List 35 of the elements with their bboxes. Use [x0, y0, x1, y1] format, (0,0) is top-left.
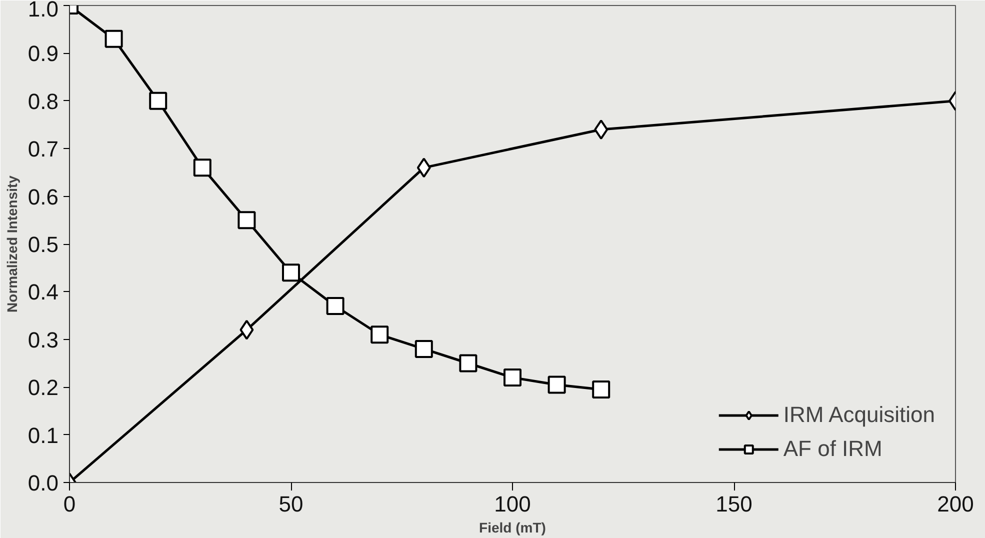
y-tick-label: 0.0 — [28, 470, 59, 496]
y-tick-label: 0.9 — [28, 41, 59, 66]
point — [104, 30, 123, 48]
point — [459, 354, 478, 372]
legend-label: IRM Acquisition — [783, 402, 935, 428]
y-axis-title: Normalized Intensity — [4, 175, 20, 312]
y-tick-label: 1.0 — [28, 0, 59, 22]
point — [282, 264, 300, 282]
y-tick-label: 0.7 — [28, 136, 59, 162]
point — [504, 368, 522, 387]
y-tick-label: 0.2 — [28, 375, 59, 400]
x-tick-label: 100 — [494, 492, 531, 516]
point — [240, 320, 254, 340]
y-tick-label: 0.6 — [28, 184, 59, 210]
point — [548, 376, 566, 394]
point — [370, 326, 389, 344]
y-tick-label: 0.5 — [28, 232, 59, 257]
x-tick-label: 50 — [278, 492, 304, 516]
x-tick-label: 150 — [716, 492, 752, 516]
x-tick-label: 0 — [63, 492, 76, 516]
y-tick-label: 0.3 — [28, 327, 59, 352]
point — [414, 340, 433, 358]
y-tick-label: 0.8 — [28, 88, 59, 114]
point — [594, 120, 608, 140]
legend-label: AF of IRM — [783, 436, 882, 462]
y-tick-label: 0.1 — [28, 422, 59, 448]
point — [326, 297, 344, 316]
x-tick-label: 200 — [937, 492, 974, 516]
x-axis-title: Field (mT) — [479, 520, 546, 536]
point — [416, 158, 431, 178]
point — [238, 211, 256, 230]
y-tick-label: 0.4 — [28, 280, 59, 305]
point — [592, 380, 610, 398]
point — [149, 92, 168, 110]
point — [193, 158, 212, 177]
